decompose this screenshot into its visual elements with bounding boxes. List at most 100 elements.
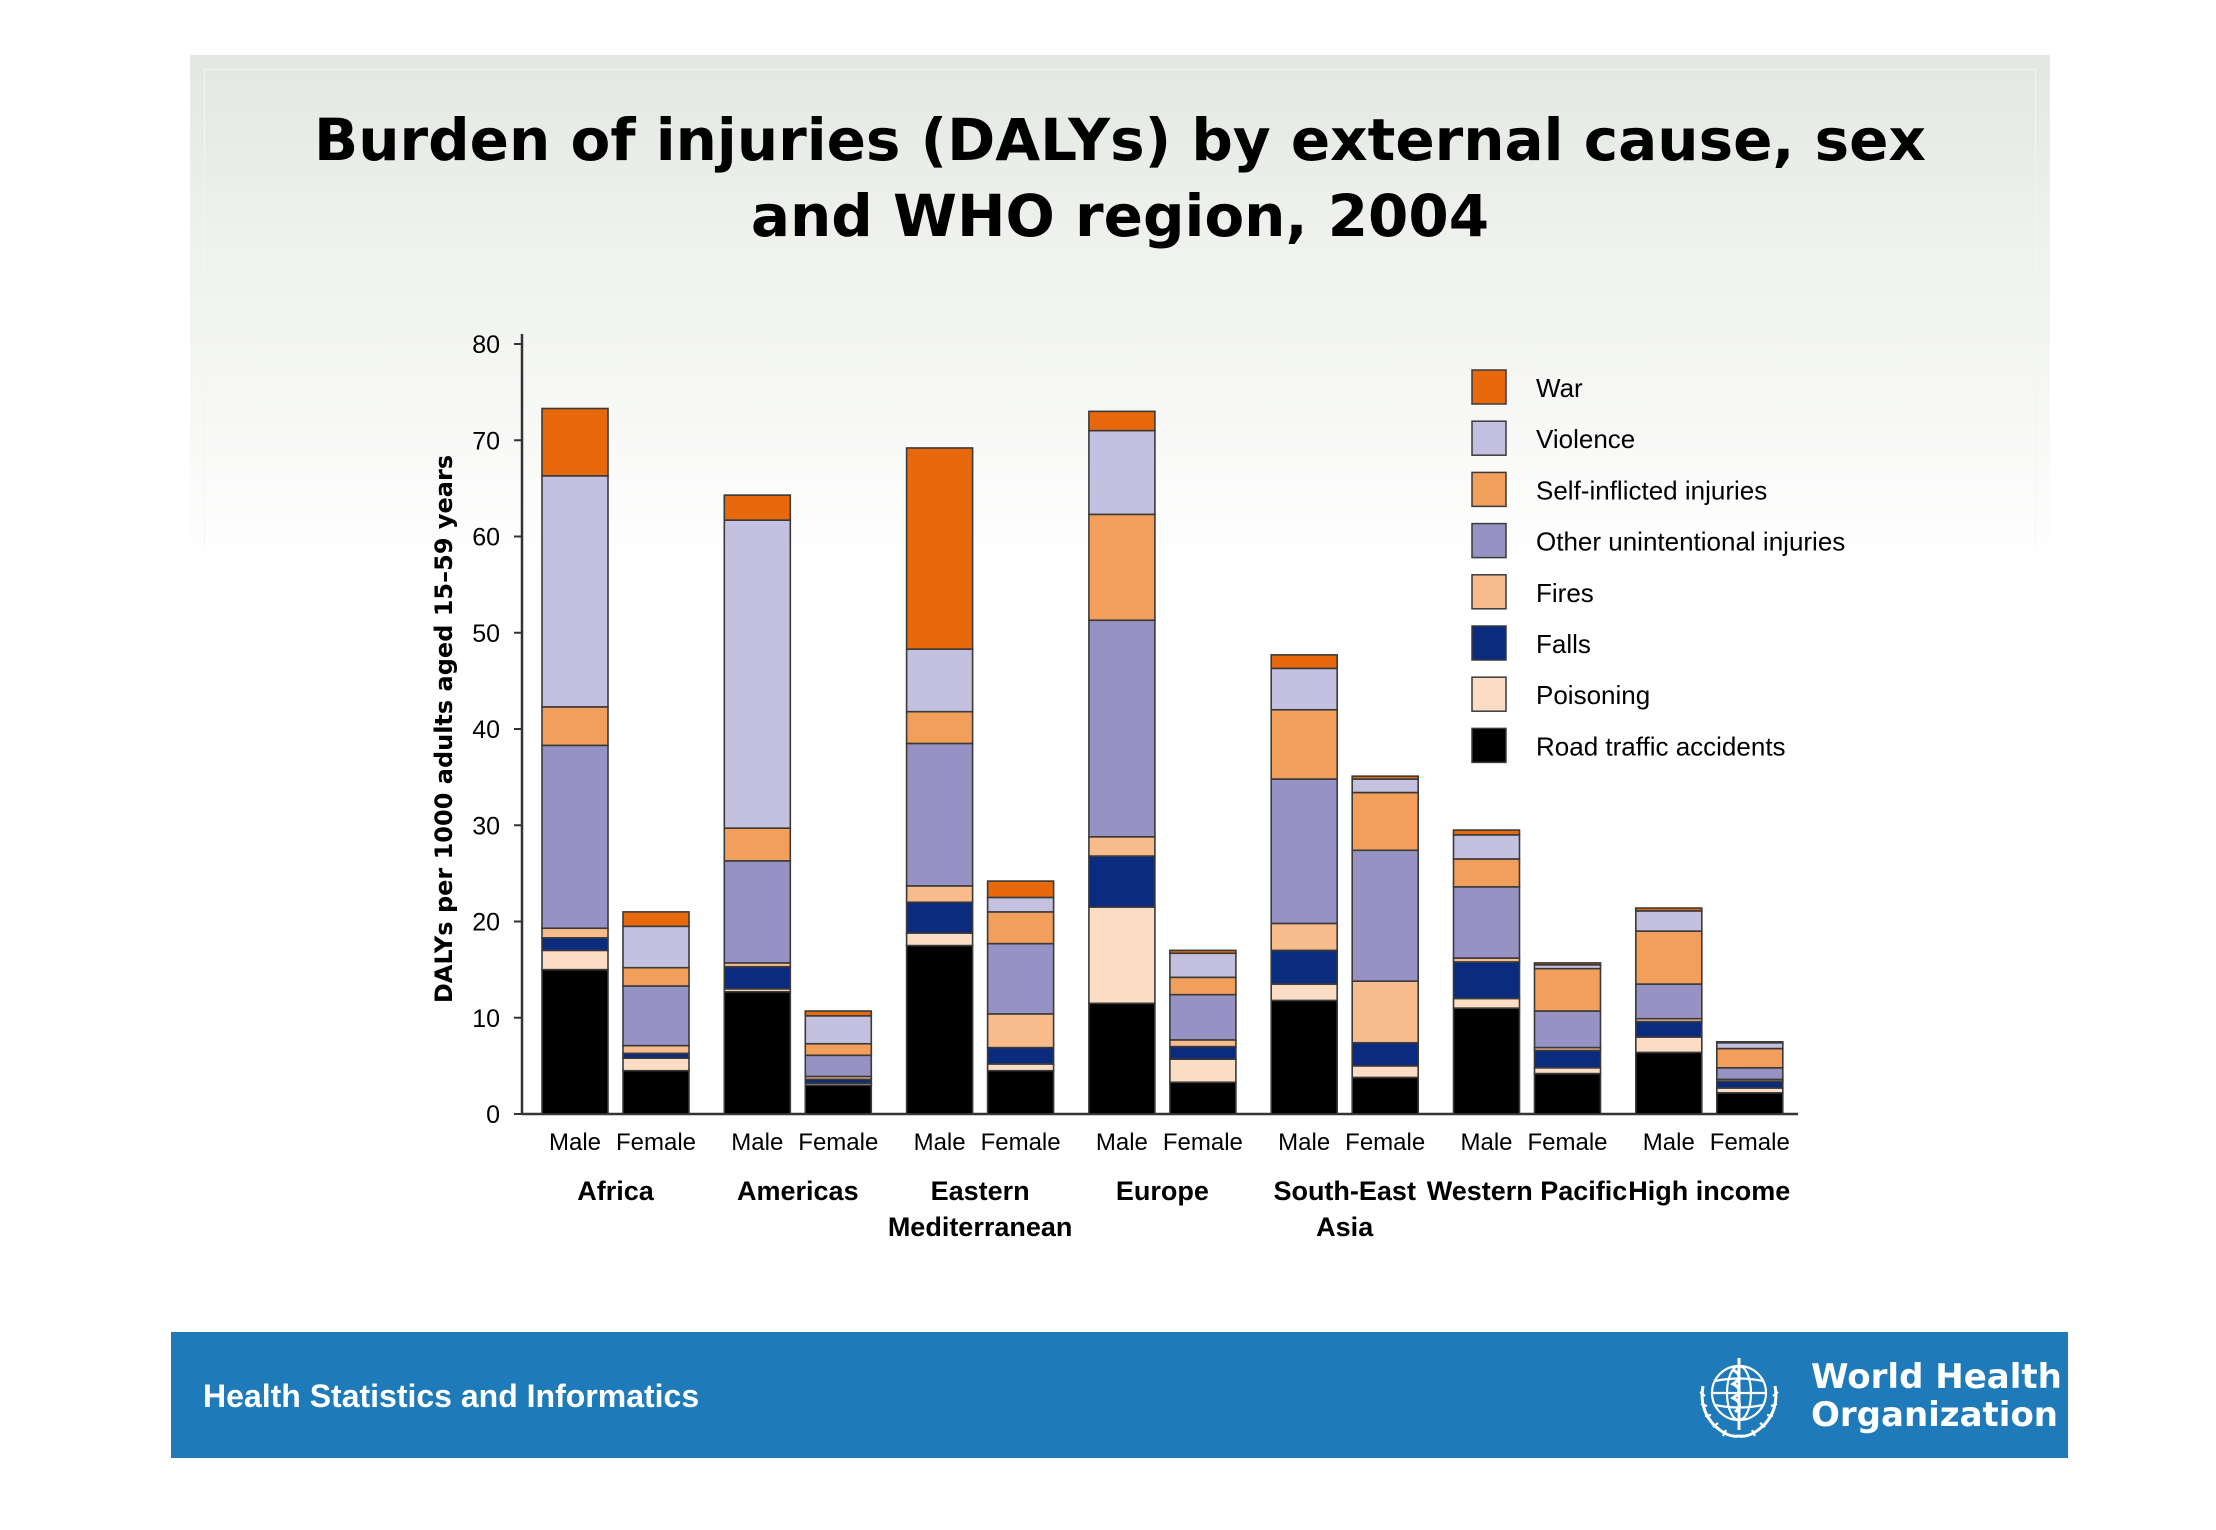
bar-segment-western-pacific-male-road-traffic-accidents xyxy=(1452,1007,1521,1115)
bar-sex-label: Male xyxy=(549,1129,601,1156)
chart-title: Burden of injuries (DALYs) by external c… xyxy=(190,102,2050,254)
region-label-americas: Americas xyxy=(737,1176,859,1206)
y-tick-label: 60 xyxy=(472,524,500,552)
bar-segment-western-pacific-female-self-inflicted-injuries xyxy=(1533,967,1602,1012)
bar-segment-europe-male-other-unintentional-injuries xyxy=(1088,619,1156,838)
bar-sex-label: Female xyxy=(1163,1129,1243,1156)
region-label-africa: Africa xyxy=(577,1176,655,1206)
bar-segment-south-east-asia-male-poisoning xyxy=(1270,983,1338,1002)
bar-segment-south-east-asia-female-fires xyxy=(1351,980,1419,1044)
bar-segment-western-pacific-male-falls xyxy=(1452,961,1521,1000)
y-tick-label: 20 xyxy=(472,909,500,937)
y-tick-label: 70 xyxy=(472,427,500,455)
footer-bar: Health Statistics and Informatics World … xyxy=(171,1332,2068,1458)
bar-segment-africa-female-war xyxy=(622,911,690,928)
bar-segment-eastern-mediterranean-male-road-traffic-accidents xyxy=(905,944,974,1115)
legend-label-war: War xyxy=(1536,373,1583,403)
legend-swatch-other-unintentional-injuries xyxy=(1471,522,1507,559)
region-label-eastern-mediterranean: Mediterranean xyxy=(888,1212,1073,1242)
bar-segment-americas-female-violence xyxy=(804,1015,873,1045)
bar-segment-western-pacific-male-violence xyxy=(1452,834,1521,860)
bar-segment-high-income-female-road-traffic-accidents xyxy=(1716,1092,1784,1115)
legend-label-self-inflicted-injuries: Self-inflicted injuries xyxy=(1536,475,1767,505)
bar-segment-eastern-mediterranean-female-other-unintentional-injuries xyxy=(986,942,1055,1015)
stacked-bar-chart: 0 10 20 30 40 50 60 70 80 DALYs per 1000 adults a… xyxy=(430,331,1845,1242)
bar-segment-eastern-mediterranean-female-road-traffic-accidents xyxy=(986,1069,1055,1115)
bar-segment-high-income-female-self-inflicted-injuries xyxy=(1716,1047,1784,1069)
bar-segment-americas-male-war xyxy=(723,494,792,521)
who-name-line-2: Organization xyxy=(1811,1395,2059,1435)
bar-segment-eastern-mediterranean-male-self-inflicted-injuries xyxy=(905,710,974,745)
legend-swatch-road-traffic-accidents xyxy=(1471,727,1507,764)
bar-segment-high-income-female-war xyxy=(1716,1041,1784,1044)
bar-segment-eastern-mediterranean-male-war xyxy=(905,447,974,650)
bar-segment-high-income-male-violence xyxy=(1635,910,1703,932)
bar-segment-eastern-mediterranean-female-fires xyxy=(986,1013,1055,1049)
legend-label-other-unintentional-injuries: Other unintentional injuries xyxy=(1536,527,1845,557)
bar-segment-americas-male-road-traffic-accidents xyxy=(723,990,792,1115)
bar-segment-africa-male-poisoning xyxy=(541,949,609,971)
bar-sex-label: Male xyxy=(1643,1129,1695,1156)
bar-segment-western-pacific-female-falls xyxy=(1533,1049,1602,1069)
bar-segment-europe-male-violence xyxy=(1088,429,1156,516)
bar-segment-africa-male-self-inflicted-injuries xyxy=(541,706,609,747)
bar-segment-eastern-mediterranean-female-self-inflicted-injuries xyxy=(986,911,1055,945)
bar-segment-high-income-male-self-inflicted-injuries xyxy=(1635,930,1703,985)
legend-swatch-poisoning xyxy=(1471,676,1507,712)
bar-segment-africa-female-fires xyxy=(622,1044,690,1055)
bar-segment-high-income-male-poisoning xyxy=(1635,1036,1703,1054)
region-label-south-east-asia: Asia xyxy=(1316,1212,1374,1242)
y-tick-label: 80 xyxy=(472,331,500,359)
bar-segment-south-east-asia-male-falls xyxy=(1270,949,1338,985)
bar-segment-americas-male-falls xyxy=(723,965,792,990)
legend-swatch-war xyxy=(1471,369,1507,405)
bar-segment-eastern-mediterranean-female-war xyxy=(986,880,1055,899)
bar-segment-south-east-asia-male-violence xyxy=(1270,667,1338,711)
region-label-western-pacific: Western Pacific xyxy=(1427,1176,1628,1206)
bar-segment-western-pacific-male-poisoning xyxy=(1452,997,1521,1009)
bar-segment-africa-female-poisoning xyxy=(622,1057,690,1072)
bar-segment-south-east-asia-female-poisoning xyxy=(1351,1065,1419,1079)
bar-segment-americas-female-self-inflicted-injuries xyxy=(804,1042,873,1057)
bar-segment-africa-male-fires xyxy=(541,927,609,939)
bar-segment-europe-female-poisoning xyxy=(1169,1058,1237,1084)
bar-segment-high-income-male-war xyxy=(1635,907,1703,912)
bar-segment-high-income-female-other-unintentional-injuries xyxy=(1716,1067,1784,1081)
legend: War Violence Self-inflicted injuries Other … xyxy=(1471,369,1845,764)
bar-segment-eastern-mediterranean-male-falls xyxy=(905,901,974,934)
bar-segment-western-pacific-female-other-unintentional-injuries xyxy=(1533,1010,1602,1049)
bar-segment-europe-female-self-inflicted-injuries xyxy=(1169,976,1237,996)
bar-sex-label: Male xyxy=(1460,1129,1512,1156)
bar-sex-label: Male xyxy=(914,1129,966,1156)
bar-segment-south-east-asia-male-road-traffic-accidents xyxy=(1270,999,1338,1115)
bar-segment-south-east-asia-male-other-unintentional-injuries xyxy=(1270,778,1338,925)
bar-segment-south-east-asia-female-self-inflicted-injuries xyxy=(1351,791,1419,852)
bar-segment-africa-female-other-unintentional-injuries xyxy=(622,985,690,1047)
bar-sex-label: Male xyxy=(1278,1129,1330,1156)
bar-segment-americas-male-self-inflicted-injuries xyxy=(723,827,792,862)
bar-segment-eastern-mediterranean-male-other-unintentional-injuries xyxy=(905,742,974,887)
bar-segment-europe-male-war xyxy=(1088,410,1156,432)
bar-segment-eastern-mediterranean-male-poisoning xyxy=(905,932,974,947)
legend-swatch-falls xyxy=(1471,625,1507,661)
legend-label-fires: Fires xyxy=(1536,578,1594,608)
bar-segment-eastern-mediterranean-female-falls xyxy=(986,1046,1055,1065)
bar-segment-europe-male-falls xyxy=(1088,855,1156,908)
bar-segment-africa-female-violence xyxy=(622,925,690,969)
bar-segment-europe-male-self-inflicted-injuries xyxy=(1088,513,1156,622)
y-tick-label: 10 xyxy=(472,1005,500,1033)
bar-segment-western-pacific-male-war xyxy=(1452,829,1521,836)
legend-label-poisoning: Poisoning xyxy=(1536,680,1650,710)
bar-segment-eastern-mediterranean-male-fires xyxy=(905,885,974,904)
legend-swatch-violence xyxy=(1471,420,1507,456)
bar-segment-africa-male-road-traffic-accidents xyxy=(541,968,609,1115)
bar-segment-eastern-mediterranean-female-poisoning xyxy=(986,1063,1055,1072)
bar-segment-high-income-male-falls xyxy=(1635,1020,1703,1038)
bar-segment-africa-male-falls xyxy=(541,937,609,952)
bar-sex-label: Male xyxy=(731,1129,783,1156)
bar-segment-south-east-asia-male-self-inflicted-injuries xyxy=(1270,708,1338,780)
legend-label-violence: Violence xyxy=(1536,424,1635,454)
bar-segment-south-east-asia-female-falls xyxy=(1351,1041,1419,1067)
chart-title-line-1: Burden of injuries (DALYs) by external c… xyxy=(314,106,1926,174)
bar-segment-americas-female-road-traffic-accidents xyxy=(804,1084,873,1115)
